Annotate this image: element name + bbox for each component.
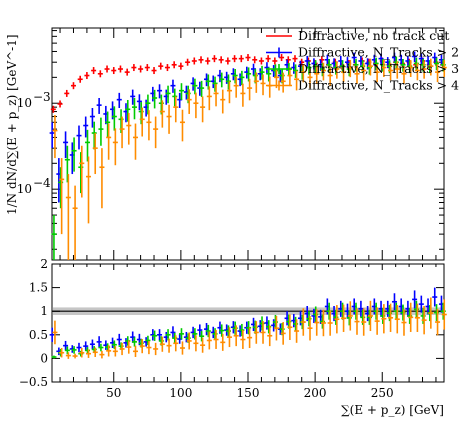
y-tick-label: 0 xyxy=(40,351,48,365)
top-y-ticks: 10−310−4 xyxy=(17,30,444,250)
bottom-x-ticks: 50 100 150 200 250 xyxy=(59,264,437,400)
legend-label: Diffractive, N_Tracks > 4 xyxy=(298,78,459,93)
ratio-data-points xyxy=(49,287,447,359)
y-tick-label: 1 xyxy=(40,304,48,318)
x-tick-label: 250 xyxy=(371,386,394,400)
top-panel: 10−310−4 xyxy=(17,27,447,261)
y-tick-label: 0.5 xyxy=(29,328,48,342)
top-data-points xyxy=(49,51,447,260)
x-tick-label: 50 xyxy=(106,386,121,400)
legend-label: Diffractive, no track cut xyxy=(298,28,449,43)
y-tick-label: 1.5 xyxy=(29,281,48,295)
ratio-band xyxy=(52,307,444,315)
y-axis-label: 1/N dN/d∑(E + p_z) [GeV^-1] xyxy=(5,34,19,215)
x-tick-label: 100 xyxy=(169,386,192,400)
y-tick-exponent: −4 xyxy=(33,176,51,190)
y-tick-label: −0.5 xyxy=(19,375,48,389)
y-tick-label: 2 xyxy=(40,257,48,271)
legend: Diffractive, no track cut Diffractive, N_… xyxy=(266,28,459,93)
top-x-ticks xyxy=(59,28,437,260)
x-tick-label: 200 xyxy=(304,386,327,400)
legend-label: Diffractive, N_Tracks > 2 xyxy=(298,45,459,60)
legend-label: Diffractive, N_Tracks > 3 xyxy=(298,61,459,76)
y-tick-exponent: −3 xyxy=(33,90,51,104)
bottom-y-ticks: −0.5 0 0.5 1 1.5 2 xyxy=(19,257,444,389)
bottom-panel: −0.5 0 0.5 1 1.5 2 50 100 150 200 250 xyxy=(19,257,447,400)
y-tick-label: 10 xyxy=(17,182,32,196)
x-tick-label: 150 xyxy=(237,386,260,400)
y-tick-label: 10 xyxy=(17,96,32,110)
x-axis-label: ∑(E + p_z) [GeV] xyxy=(341,403,444,417)
